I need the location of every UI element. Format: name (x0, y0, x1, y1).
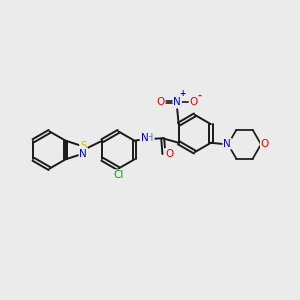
Text: N: N (223, 139, 231, 149)
Text: +: + (179, 89, 186, 98)
Text: N: N (173, 97, 181, 107)
Text: S: S (80, 141, 87, 152)
Text: Cl: Cl (113, 170, 124, 180)
Text: O: O (190, 97, 198, 107)
Text: -: - (197, 90, 201, 100)
Text: O: O (165, 149, 173, 159)
Text: O: O (157, 97, 165, 107)
Text: O: O (261, 139, 269, 149)
Text: N: N (80, 148, 87, 159)
Text: N: N (140, 133, 148, 143)
Text: H: H (146, 133, 154, 143)
